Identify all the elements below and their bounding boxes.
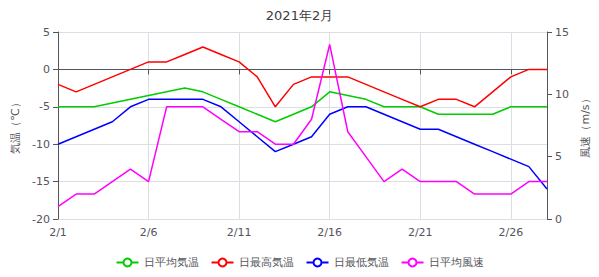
svg-text:-15: -15 [32, 175, 50, 188]
svg-text:-10: -10 [32, 138, 50, 151]
svg-text:2/6: 2/6 [140, 226, 158, 239]
svg-text:日最高気温: 日最高気温 [239, 256, 294, 269]
svg-text:5: 5 [555, 150, 562, 163]
svg-text:2/26: 2/26 [498, 226, 523, 239]
svg-text:10: 10 [555, 88, 569, 101]
svg-text:5: 5 [43, 26, 50, 39]
svg-text:0: 0 [43, 63, 50, 76]
svg-text:2/21: 2/21 [408, 226, 433, 239]
svg-text:気温（℃）: 気温（℃） [9, 97, 22, 153]
svg-text:0: 0 [555, 213, 562, 226]
svg-text:2/1: 2/1 [49, 226, 67, 239]
svg-text:日最低気温: 日最低気温 [334, 256, 389, 269]
svg-text:日平均風速: 日平均風速 [429, 256, 484, 269]
svg-text:-5: -5 [39, 100, 50, 113]
svg-text:-20: -20 [32, 213, 50, 226]
svg-text:日平均気温: 日平均気温 [144, 256, 199, 269]
svg-text:15: 15 [555, 26, 569, 39]
svg-text:2/11: 2/11 [227, 226, 252, 239]
svg-text:2021年2月: 2021年2月 [266, 8, 333, 23]
svg-text:2/16: 2/16 [317, 226, 342, 239]
svg-text:風速（m/s）: 風速（m/s） [579, 93, 592, 157]
